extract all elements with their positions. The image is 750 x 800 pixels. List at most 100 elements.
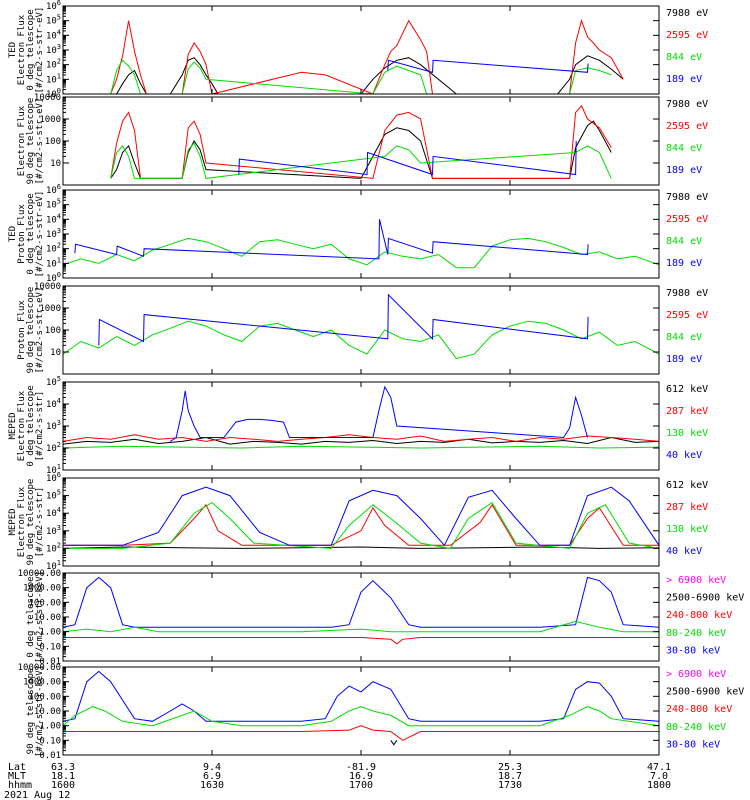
panel-7-ylabel-0: 0 deg telescope [26,576,36,657]
panel-7-ytick-label-2: 1.00 [39,628,61,638]
footer-hhmm-3: 1730 [498,780,522,791]
panel-5-ylabel-3: [#/cm2-s-str] [35,391,45,461]
footer-hhmm-2: 1700 [349,780,373,791]
panel-3-legend-0: 7980 eV [666,192,708,203]
panel-6-legend-1: 287 keV [666,502,708,513]
panel-4-legend-3: 189 eV [666,354,702,365]
panel-6-ytick-label-2: 103 [46,524,61,537]
panel-4-ytick-label-0: 10 [50,348,61,358]
panel-2-series-2 [110,104,612,179]
panel-3-ylabel-0: TED [8,226,18,242]
panel-3-ytick-label-3: 103 [46,227,61,240]
panel-5-ylabel-1: Electron Flux [17,390,27,461]
panel-4-legend-1: 2595 eV [666,310,708,321]
panel-7-ylabel-1: [#/cm2-s-str-keV] [35,571,45,663]
panel-8-ytick-label-2: 1.00 [39,722,61,732]
panel-5-legend-3: 40 keV [666,450,702,461]
panel-2-ytick-label-3: 10000 [34,93,61,103]
panel-7-ytick-label-3: 10.00 [34,613,61,623]
panel-1-legend-1: 2595 eV [666,30,708,41]
panel-4-ylabel-2: [#/cm2-s-str-eV] [35,287,45,374]
panel-7-series-3 [63,637,659,645]
panel-8-ylabel-0: 90 deg telescope [26,668,36,755]
panel-5-ytick-label-4: 105 [46,375,61,388]
panel-4: 10 100 1000 10000 Proton Flux 90 deg telescop… [17,282,708,375]
panel-6-ytick-label-1: 102 [46,541,61,554]
panel-3-ytick-label-6: 106 [46,183,61,196]
panel-3-series-1 [62,237,660,269]
panel-2-legend-3: 189 eV [666,165,702,176]
panel-1-ylabel-3: [#/cm2-s-str-eV] [35,7,45,94]
panel-3-ytick-label-1: 101 [46,256,61,269]
panel-4-legend-2: 844 eV [666,332,702,343]
panel-3-legend-3: 189 eV [666,258,702,269]
panel-1-series-4 [387,59,589,73]
footer-mlt-3: 18.7 [498,771,522,782]
panel-2: 10 100 1000 10000 Electron Flux 90 deg telesc… [17,93,708,186]
panel-1-ytick-label-6: 106 [46,0,61,12]
panel-1-ytick-label-4: 104 [46,28,61,41]
panel-1-ytick-label-2: 102 [46,58,61,71]
footer-lat-3: 25.3 [498,762,522,773]
panel-1-legend-0: 7980 eV [666,8,708,19]
panel-7-ytick-label-5: 1000.00 [23,584,61,594]
panel-2-ytick-label-1: 100 [45,137,61,147]
panel-2-legend-2: 844 eV [666,143,702,154]
footer-label-lat: Lat [8,762,26,773]
footer-mlt-2: 16.9 [349,771,373,782]
panel-7-frame [62,572,660,662]
panel-4-frame [62,285,660,375]
panel-3-ylabel-1: Proton Flux [17,204,27,264]
panel-2-legend-0: 7980 eV [666,99,708,110]
panel-6-legend-0: 612 keV [666,480,708,491]
panel-3-ytick-label-2: 102 [46,242,61,255]
panel-7-series-1 [62,576,660,628]
panel-7: 0.01 0.10 1.00 10.00 100.00 1000.00 10000.000 … [18,569,745,667]
panel-8-ylabel-1: [#/cm2-s-str-keV] [35,665,45,757]
footer-hhmm-4: 1800 [647,780,671,791]
panel-8-ytick-label-6: 10000.00 [18,663,61,673]
panel-2-ylabel-1: 90 deg telescope [26,98,36,185]
panel-3-ylabel-2: 0 deg telescope [26,193,36,274]
panel-2-ytick-label-0: 10 [50,159,61,169]
panel-8-legend-0: > 6900 keV [666,669,726,680]
panel-8-ytick-label-1: 0.10 [39,736,61,746]
panel-6-ylabel-3: [#/cm2-s-str] [35,487,45,557]
panel-6-legend-3: 40 keV [666,546,702,557]
panel-8-ytick-label-4: 100.00 [28,692,61,702]
panel-8-ytick-label-3: 10.00 [34,707,61,717]
panel-3-series-2 [74,219,589,260]
panel-6-frame [62,477,660,567]
panel-2-frame [62,96,660,186]
panel-3-ytick-label-5: 105 [46,198,61,211]
panel-5-series-4 [170,385,588,442]
panel-1-ytick-label-1: 101 [46,72,61,85]
panel-6-ylabel-0: MEPED [8,508,18,535]
panel-7-legend-4: 30-80 keV [666,645,720,656]
panel-2-ylabel-0: Electron Flux [17,105,27,176]
footer-mlt-1: 6.9 [203,771,221,782]
panel-6-ytick-label-4: 105 [46,489,61,502]
panel-3-legend-1: 2595 eV [666,214,708,225]
panel-3-ytick-label-4: 104 [46,212,61,225]
panel-6-series-2 [63,503,659,546]
panel-8-frame [62,666,660,756]
footer-mlt-0: 18.1 [51,771,75,782]
panel-7-ytick-label-4: 100.00 [28,598,61,608]
panel-7-ytick-label-0: 0.01 [39,657,61,667]
panel-4-ytick-label-2: 1000 [39,304,61,314]
panel-8-series-3 [63,725,659,741]
panel-5-ylabel-2: 0 deg telescope [26,385,36,466]
panel-5-series-2 [62,434,660,442]
panel-2-ylabel-2: [#/cm2-s-str-eV] [35,98,45,185]
panel-7-series-2 [62,620,659,633]
panel-5-ytick-label-2: 103 [46,419,61,432]
panel-6-legend-2: 130 keV [666,524,708,535]
footer-label-hhmm: hhmm [8,780,32,791]
panel-8-series-2 [62,706,660,727]
panel-5-series-1 [62,436,660,445]
panel-4-ytick-label-1: 100 [45,326,61,336]
